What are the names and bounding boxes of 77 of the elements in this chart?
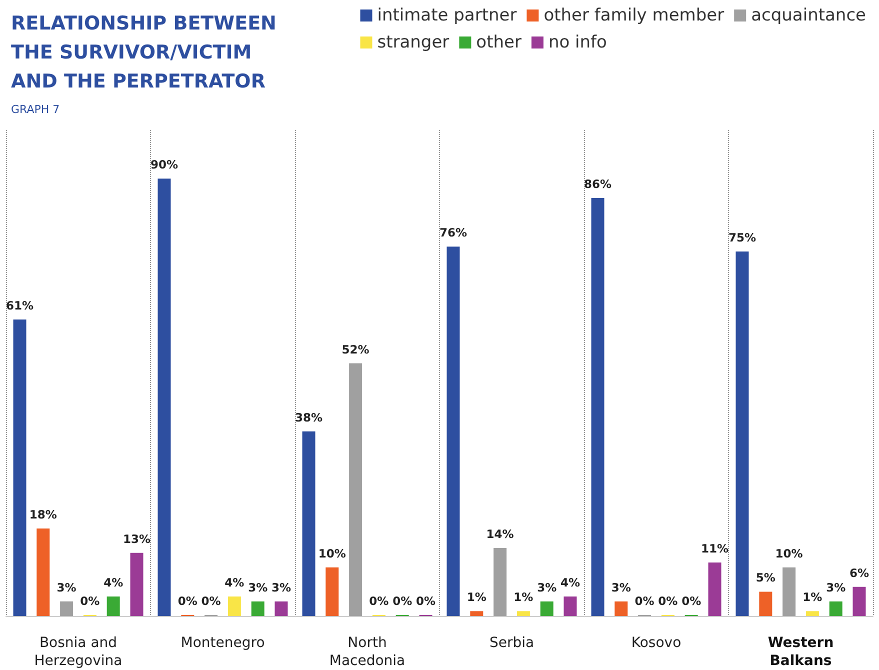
legend-label: acquaintance (751, 6, 866, 26)
bar (782, 567, 796, 616)
bar (106, 596, 120, 616)
bar (806, 611, 819, 616)
legend-label: intimate partner (377, 6, 517, 26)
x-tick-label: Western Balkans (768, 635, 834, 669)
bar (708, 562, 722, 616)
data-label: 90% (150, 158, 178, 172)
bar (446, 246, 460, 616)
data-label: 0% (80, 594, 100, 608)
data-label: 52% (342, 342, 370, 356)
data-label: 75% (728, 230, 756, 244)
data-label: 0% (634, 594, 655, 608)
x-tick-label: Montenegro (180, 635, 265, 651)
chart-title: RELATIONSHIP BETWEEN THE SURVIVOR/VICTIM AND THE PERPETRATOR (11, 12, 276, 92)
data-label: 0% (416, 594, 436, 608)
chart-subtitle: GRAPH 7 (11, 103, 60, 116)
bar (614, 601, 628, 616)
data-label: 10% (775, 546, 804, 560)
data-label: 11% (700, 542, 729, 556)
x-tick-label: Serbia (489, 635, 534, 651)
data-label: 4% (224, 576, 245, 590)
data-label: 76% (439, 226, 468, 240)
data-label: 10% (318, 546, 346, 560)
legend-label: other family member (544, 6, 724, 26)
bar (540, 601, 554, 616)
data-label: 4% (104, 576, 124, 590)
data-label: 3% (271, 580, 292, 594)
data-label: 6% (849, 566, 870, 580)
bar (494, 548, 507, 616)
bar (516, 611, 530, 616)
bar (302, 431, 316, 616)
data-label: 4% (560, 576, 580, 590)
data-label: 61% (6, 298, 34, 313)
x-tick-label: Bosnia and Herzegovina (34, 635, 122, 669)
data-label: 3% (248, 580, 268, 594)
data-label: 0% (658, 594, 678, 608)
data-label: 3% (826, 580, 846, 594)
bar (829, 601, 842, 616)
legend-label: stranger (377, 32, 450, 52)
bar (130, 552, 144, 616)
data-label: 38% (294, 410, 323, 424)
data-label: 0% (369, 594, 390, 608)
x-tick-label: Kosovo (631, 635, 682, 651)
legend-label: other (476, 32, 522, 52)
bar (349, 363, 362, 616)
bar (564, 596, 577, 616)
legend-label: no info (548, 32, 607, 52)
data-label: 1% (802, 590, 823, 604)
data-label: 3% (537, 580, 558, 594)
bar (326, 567, 339, 616)
bar (736, 252, 749, 616)
data-label: 1% (466, 590, 487, 604)
data-label: 0% (682, 594, 702, 608)
bar (13, 320, 26, 616)
data-label: 18% (29, 508, 58, 522)
bar (274, 601, 288, 616)
data-label: 0% (392, 594, 413, 608)
data-label: 14% (486, 526, 514, 541)
bar (470, 611, 484, 616)
data-label: 1% (514, 590, 534, 604)
bar (60, 601, 74, 616)
bar (36, 528, 50, 616)
bar (251, 601, 264, 616)
bar (158, 178, 171, 616)
data-label: 13% (122, 532, 151, 546)
data-label: 0% (178, 594, 198, 608)
data-label: 5% (756, 570, 776, 585)
data-label: 0% (201, 594, 222, 608)
x-tick-label: North Macedonia (329, 635, 406, 669)
bar (228, 596, 241, 616)
bar (852, 586, 866, 616)
data-label: 3% (56, 580, 77, 594)
data-label: 3% (611, 580, 632, 594)
bar (759, 592, 772, 616)
data-label: 86% (584, 177, 612, 192)
bar (591, 198, 604, 616)
